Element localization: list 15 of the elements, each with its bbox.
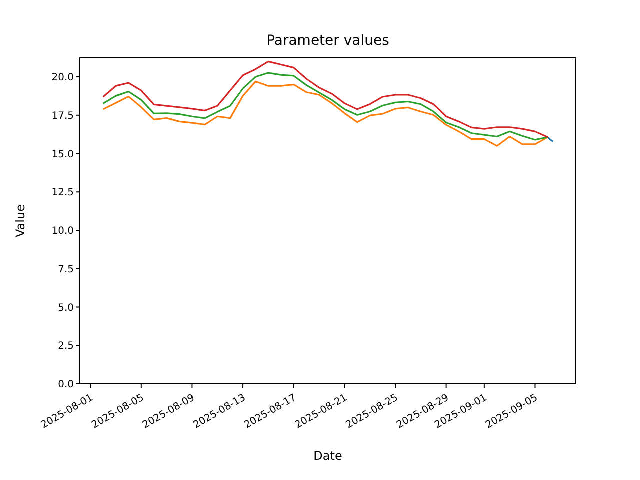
y-tick-label: 17.5 <box>52 110 74 122</box>
line-series <box>102 80 549 147</box>
y-axis-title: Value <box>13 204 28 238</box>
y-tick-label: 10.0 <box>52 226 74 238</box>
chart-title: Parameter values <box>266 33 390 49</box>
y-tick-label: 0.0 <box>58 380 74 391</box>
y-tick-label: 5.0 <box>58 302 74 314</box>
line-series <box>102 60 549 138</box>
y-tick-label: 20.0 <box>52 72 74 84</box>
y-tick-label: 12.5 <box>52 188 74 199</box>
x-axis-title: Date <box>314 449 342 463</box>
y-tick-label: 2.5 <box>58 341 74 352</box>
line-series <box>102 72 549 141</box>
y-tick-label: 7.5 <box>58 264 74 276</box>
y-tick-label: 15.0 <box>52 149 74 160</box>
